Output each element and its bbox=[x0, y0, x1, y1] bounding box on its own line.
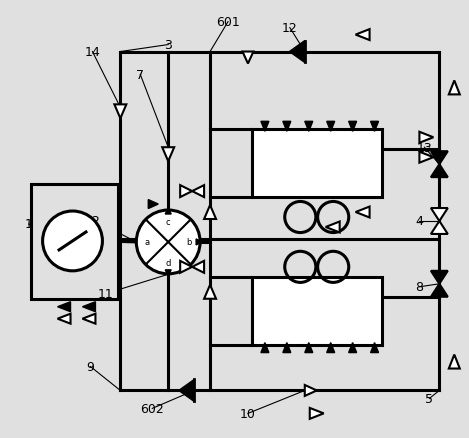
Polygon shape bbox=[371, 343, 378, 353]
Polygon shape bbox=[325, 222, 340, 233]
Text: 11: 11 bbox=[98, 288, 113, 300]
Polygon shape bbox=[310, 408, 324, 419]
Polygon shape bbox=[431, 222, 448, 234]
Polygon shape bbox=[449, 81, 460, 95]
Polygon shape bbox=[348, 343, 356, 353]
Text: 3: 3 bbox=[164, 39, 172, 52]
Polygon shape bbox=[283, 122, 291, 132]
Text: 4: 4 bbox=[416, 215, 424, 228]
Polygon shape bbox=[58, 302, 70, 312]
Polygon shape bbox=[83, 302, 95, 312]
Bar bbox=[30, 185, 118, 299]
Polygon shape bbox=[165, 270, 171, 276]
Text: 8: 8 bbox=[416, 281, 424, 293]
Text: 602: 602 bbox=[140, 402, 164, 415]
Polygon shape bbox=[114, 105, 126, 119]
Circle shape bbox=[43, 212, 102, 271]
Polygon shape bbox=[58, 314, 70, 324]
Bar bbox=[252, 130, 382, 198]
Polygon shape bbox=[196, 240, 202, 245]
Polygon shape bbox=[162, 148, 174, 162]
Polygon shape bbox=[348, 122, 356, 132]
Polygon shape bbox=[327, 343, 335, 353]
Polygon shape bbox=[192, 186, 204, 198]
Text: 5: 5 bbox=[425, 392, 433, 405]
Polygon shape bbox=[289, 42, 305, 64]
Text: 2: 2 bbox=[91, 215, 99, 228]
Polygon shape bbox=[261, 343, 269, 353]
Text: 10: 10 bbox=[240, 407, 256, 420]
Polygon shape bbox=[204, 285, 216, 299]
Text: 12: 12 bbox=[282, 22, 298, 35]
Polygon shape bbox=[419, 152, 433, 163]
Polygon shape bbox=[283, 343, 291, 353]
Polygon shape bbox=[83, 314, 95, 324]
Polygon shape bbox=[419, 132, 433, 143]
Polygon shape bbox=[431, 208, 448, 222]
Text: b: b bbox=[186, 238, 192, 247]
Polygon shape bbox=[165, 208, 171, 215]
Text: c: c bbox=[166, 217, 171, 226]
Polygon shape bbox=[431, 165, 448, 178]
Polygon shape bbox=[356, 207, 370, 218]
Polygon shape bbox=[305, 385, 317, 396]
Polygon shape bbox=[180, 186, 192, 198]
Circle shape bbox=[136, 211, 200, 274]
Polygon shape bbox=[305, 343, 313, 353]
Polygon shape bbox=[371, 122, 378, 132]
Polygon shape bbox=[449, 355, 460, 369]
Polygon shape bbox=[204, 205, 216, 219]
Text: 9: 9 bbox=[86, 360, 94, 373]
Text: 1: 1 bbox=[25, 218, 32, 231]
Polygon shape bbox=[148, 200, 158, 209]
Polygon shape bbox=[261, 122, 269, 132]
Polygon shape bbox=[431, 271, 448, 284]
Text: 7: 7 bbox=[136, 69, 144, 82]
Polygon shape bbox=[327, 122, 335, 132]
Bar bbox=[252, 277, 382, 345]
Polygon shape bbox=[431, 284, 448, 297]
Text: d: d bbox=[166, 258, 171, 268]
Polygon shape bbox=[242, 53, 253, 64]
Polygon shape bbox=[179, 380, 194, 402]
Text: 601: 601 bbox=[216, 16, 240, 29]
Polygon shape bbox=[180, 261, 192, 273]
Polygon shape bbox=[192, 261, 204, 273]
Polygon shape bbox=[305, 122, 313, 132]
Polygon shape bbox=[356, 30, 370, 41]
Text: 14: 14 bbox=[84, 46, 100, 59]
Text: a: a bbox=[145, 238, 150, 247]
Polygon shape bbox=[431, 152, 448, 165]
Text: 13: 13 bbox=[416, 141, 432, 154]
